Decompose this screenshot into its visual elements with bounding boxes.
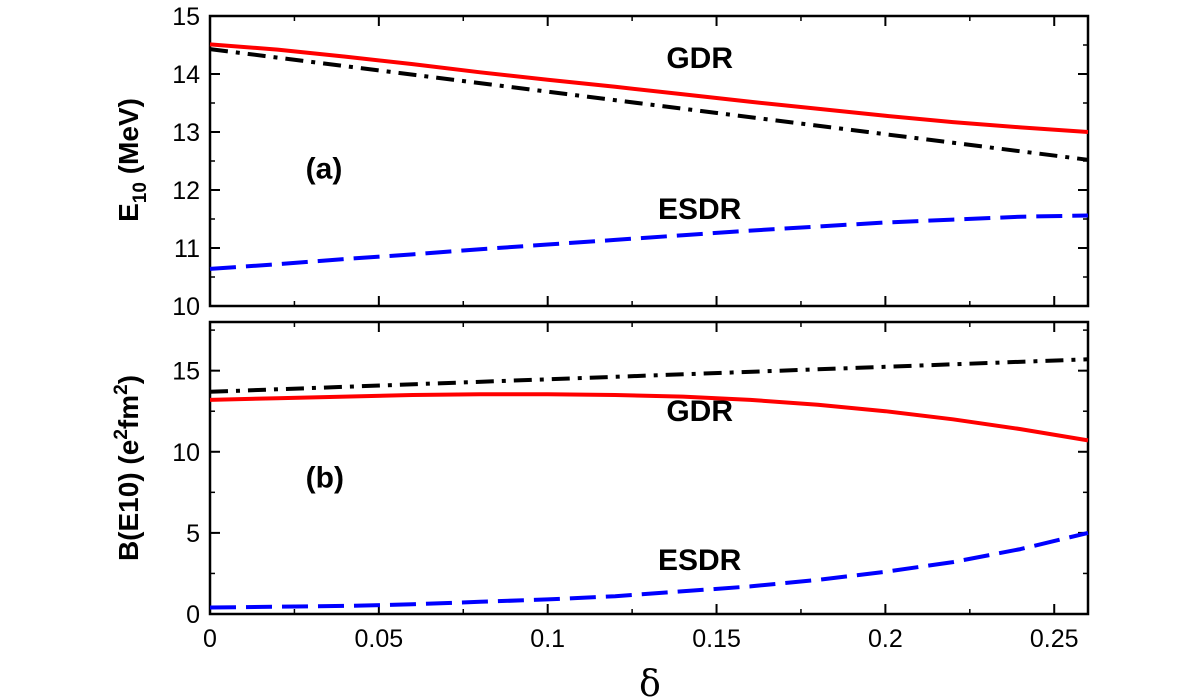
x-tick-label: 0.1 <box>530 625 565 653</box>
y-tick-label-b: 0 <box>186 601 200 629</box>
panel-a: 10 11 12 13 14 15 GDR (a) ESDR <box>172 3 1090 321</box>
y-tick-label-b: 5 <box>186 520 200 548</box>
x-axis-label: δ <box>639 664 661 700</box>
series-line-gdr-b <box>209 392 1089 443</box>
y-tick-label-a: 10 <box>172 293 200 321</box>
annotation-b: ESDR <box>658 544 742 577</box>
y-axis-label-b-mid: fm <box>113 395 144 429</box>
y-axis-label-b-sup2: 2 <box>111 384 132 395</box>
y-axis-label-a: E10 (MeV) <box>113 98 151 222</box>
annotation-a: ESDR <box>658 193 742 226</box>
annotation-b: GDR <box>666 395 733 428</box>
x-tick-label: 0.05 <box>355 625 404 653</box>
series-line-gdr-a <box>209 42 1089 134</box>
y-axis-label-b-end: ) <box>113 375 144 384</box>
y-axis-label-b-main: B(E10) (e <box>113 440 144 561</box>
y-tick-label-b: 15 <box>172 358 200 386</box>
y-axis-label-a-unit: (MeV) <box>113 98 144 182</box>
series-line-esdr-a <box>209 213 1089 271</box>
x-tick-label: 0.25 <box>1030 625 1079 653</box>
y-tick-label-a: 15 <box>172 3 200 31</box>
y-tick-label-a: 11 <box>174 235 200 263</box>
y-axis-label-a-main: E <box>113 203 144 222</box>
series-line-dashdot-a <box>209 47 1089 162</box>
y-tick-label-b: 10 <box>172 439 200 467</box>
annotation-a: GDR <box>666 42 733 75</box>
annotation-b: (b) <box>306 461 344 494</box>
y-axis-label-b-sup1: 2 <box>111 429 132 440</box>
y-axis-label-a-sub: 10 <box>130 182 151 203</box>
y-tick-label-a: 12 <box>172 177 200 205</box>
panel-b: 0 5 10 15 0 0.05 0.1 0.15 0.2 0.25 GDR (b) ESDR <box>172 320 1090 653</box>
y-tick-label-a: 13 <box>172 119 200 147</box>
series-line-esdr-b <box>209 530 1089 610</box>
y-tick-label-a: 14 <box>172 61 200 89</box>
y-axis-label-b: B(E10) (e2fm2) <box>111 375 144 561</box>
plot-frame-b <box>208 320 1090 616</box>
series-line-dashdot-b <box>209 357 1089 394</box>
annotation-a: (a) <box>306 152 343 185</box>
x-tick-label: 0.2 <box>868 625 903 653</box>
x-tick-label: 0.15 <box>692 625 741 653</box>
x-tick-label: 0 <box>203 625 217 653</box>
